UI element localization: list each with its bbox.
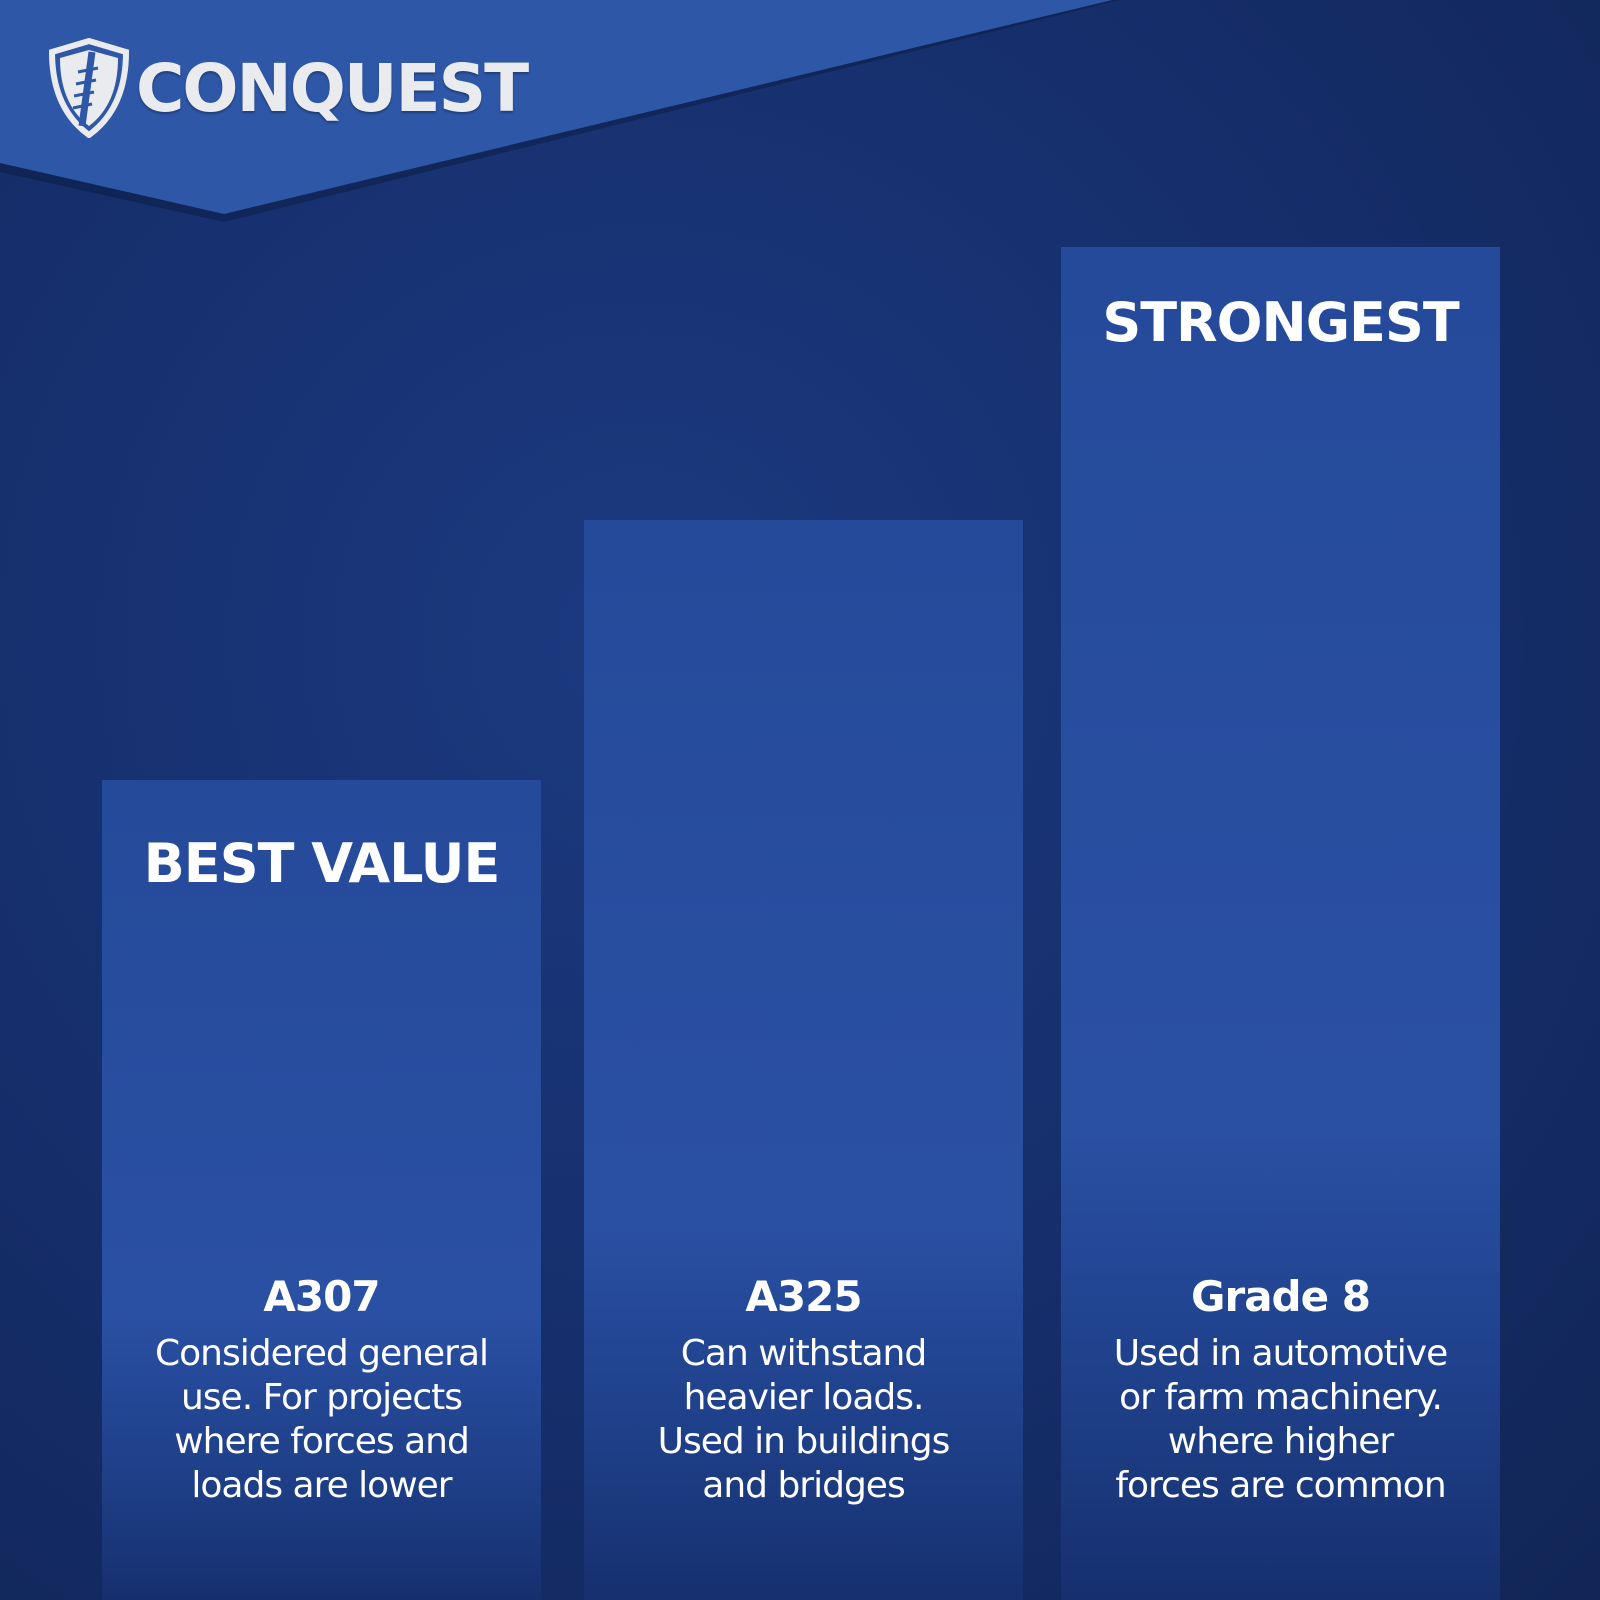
bar-grade-8: STRONGEST bbox=[1061, 247, 1500, 1600]
tag-strongest: STRONGEST bbox=[1102, 291, 1459, 354]
tag-best-value: BEST VALUE bbox=[143, 832, 501, 895]
desc-line: and bridges bbox=[702, 1465, 905, 1506]
desc-line: Used in automotive bbox=[1113, 1333, 1449, 1374]
desc-line: loads are lower bbox=[191, 1465, 452, 1506]
desc-line: heavier loads. bbox=[683, 1377, 925, 1418]
desc-line: use. For projects bbox=[180, 1377, 463, 1418]
header-banner bbox=[0, 0, 1120, 222]
desc-line: Used in buildings bbox=[657, 1421, 951, 1462]
bolt-description: Considered general use. For projects whe… bbox=[102, 1332, 541, 1508]
bar-a325 bbox=[584, 520, 1023, 1600]
shield-bolt-icon bbox=[48, 38, 130, 138]
brand-name: CONQUEST bbox=[136, 49, 529, 127]
bolt-name: Grade 8 bbox=[1191, 1272, 1371, 1321]
desc-line: where higher bbox=[1167, 1421, 1394, 1462]
conquest-logo: CONQUEST bbox=[48, 38, 529, 138]
desc-line: or farm machinery. bbox=[1119, 1377, 1443, 1418]
desc-line: where forces and bbox=[174, 1421, 470, 1462]
bar-a307: BEST VALUE bbox=[102, 780, 541, 1600]
bolt-name: A307 bbox=[263, 1272, 380, 1321]
bolt-name: A325 bbox=[745, 1272, 862, 1321]
desc-line: forces are common bbox=[1115, 1465, 1446, 1506]
desc-line: Can withstand bbox=[680, 1333, 927, 1374]
bolt-description: Used in automotive or farm machinery. wh… bbox=[1061, 1332, 1500, 1508]
desc-line: Considered general bbox=[154, 1333, 489, 1374]
bolt-description: Can withstand heavier loads. Used in bui… bbox=[584, 1332, 1023, 1508]
